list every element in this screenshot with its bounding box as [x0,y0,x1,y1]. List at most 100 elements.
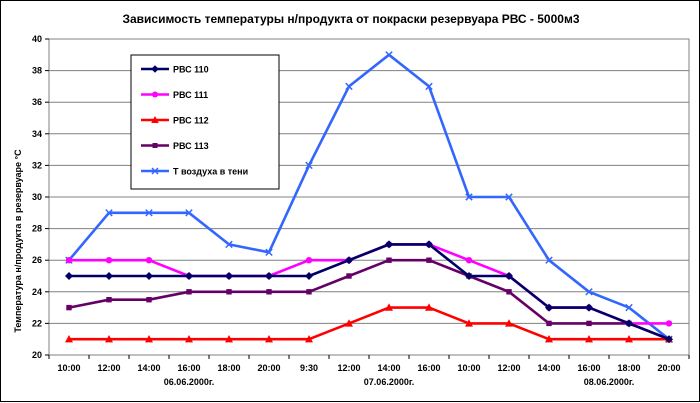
date-label: 06.06.2000г. [164,377,214,387]
data-point [305,257,313,264]
legend-label: РВС 113 [173,141,209,151]
x-tick-label: 16:00 [417,363,440,373]
data-point [385,303,393,311]
data-point [152,91,158,98]
legend-item: РВС 111 [141,90,208,100]
data-point [105,257,113,264]
x-tick-label: 10:00 [57,363,80,373]
x-tick-label: 9:30 [300,363,318,373]
data-point [225,272,233,280]
y-tick-label: 26 [32,255,42,265]
data-point [305,335,313,343]
data-point [585,288,593,296]
data-point [386,257,392,263]
y-axis-ticks: 20 22 24 26 28 30 32 34 36 38 40 [32,34,49,360]
data-point [345,256,353,265]
data-point [425,240,433,249]
data-point [545,256,553,264]
data-point [345,319,353,327]
data-point [151,167,159,175]
series-line [69,306,669,341]
y-tick-label: 40 [32,34,42,44]
data-point [106,297,112,303]
data-point [65,272,73,280]
data-point [465,193,473,201]
data-point [185,272,193,280]
x-tick-label: 10:00 [457,363,480,373]
data-point [625,303,633,312]
data-point [465,319,473,327]
series-group [65,51,673,344]
data-point [505,193,513,201]
data-point [145,272,153,280]
date-labels: 06.06.2000г. 07.06.2000г. 08.06.2000г. [164,377,634,387]
data-point [151,65,159,73]
date-label: 07.06.2000г. [364,377,414,387]
data-point [546,320,552,327]
data-point [545,335,553,343]
x-tick-label: 14:00 [377,363,400,373]
y-tick-label: 32 [32,160,42,170]
data-point [506,289,512,295]
legend-item: РВС 110 [141,65,209,75]
x-tick-label: 16:00 [177,363,200,373]
data-point [346,273,352,279]
data-point [186,289,192,295]
y-tick-label: 30 [32,192,42,202]
data-point [625,319,633,328]
data-point [105,209,113,217]
x-tick-label: 18:00 [617,363,640,373]
y-tick-label: 24 [32,287,42,297]
data-point [145,335,153,343]
data-point [265,272,273,280]
series-line [68,53,670,341]
data-point [145,257,153,264]
legend-item: РВС 112 [141,116,209,126]
series-5 [65,51,673,343]
data-point [145,209,153,217]
data-point [305,272,313,280]
data-point [151,116,159,123]
data-point [585,303,593,312]
y-tick-label: 28 [32,224,42,234]
data-point [66,304,72,311]
data-point [585,335,593,343]
data-point [225,240,233,249]
data-point [385,51,393,59]
data-point [505,272,513,280]
x-tick-label: 12:00 [97,363,120,373]
series-line [68,258,670,341]
chart-title: Зависимость температуры н/продукта от по… [122,12,579,26]
data-point [586,320,592,327]
data-point [152,143,158,148]
data-point [665,335,673,344]
data-point [425,82,433,91]
data-point [105,335,113,343]
data-point [426,257,432,263]
y-tick-label: 20 [32,350,42,360]
data-point [545,303,553,312]
x-tick-label: 20:00 [657,363,680,373]
legend-item: Т воздуха в тени [141,167,248,177]
data-point [146,297,152,303]
legend-label: РВС 110 [173,65,209,75]
x-tick-label: 14:00 [137,363,160,373]
y-tick-label: 22 [32,318,42,328]
legend: РВС 110 РВС 111 РВС 112 РВС 113 Т воздуха в … [130,54,280,190]
x-axis-ticks: 10:00 12:00 14:00 16:00 18:00 20:00 9:30 12:00 1… [57,363,680,373]
series-1 [65,240,673,344]
legend-label: РВС 111 [173,90,208,100]
data-point [225,335,233,343]
data-point [65,257,73,264]
data-point [65,335,73,343]
data-point [465,257,473,264]
data-point [345,82,353,91]
data-point [265,248,273,257]
data-point [266,289,272,295]
legend-item: РВС 113 [141,141,209,151]
data-point [425,303,433,311]
x-tick-label: 16:00 [577,363,600,373]
date-label: 08.06.2000г. [584,377,634,387]
